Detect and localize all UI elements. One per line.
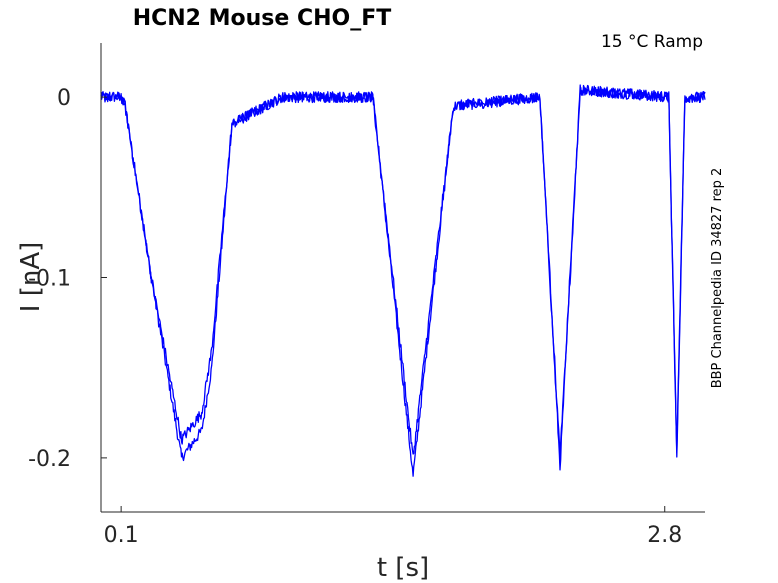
plot-area: 0.1 2.8 0 -0.1 -0.2 (28, 43, 706, 548)
x-tick-label: 2.8 (647, 523, 682, 548)
series-layer (100, 84, 706, 477)
x-axis-label: t [s] (377, 553, 429, 583)
y-axis-label: I [nA] (16, 242, 46, 312)
x-tick-label: 0.1 (104, 523, 139, 548)
condition-annotation: 15 °C Ramp (601, 32, 703, 52)
y-tick-label: -0.1 (28, 267, 71, 292)
y-tick-label: -0.2 (28, 447, 71, 472)
y-tick-label: 0 (57, 86, 71, 111)
x-ticks: 0.1 2.8 (104, 506, 682, 548)
chart-title: HCN2 Mouse CHO_FT (133, 6, 392, 31)
source-id-label: BBP Channelpedia ID 34827 rep 2 (710, 168, 725, 389)
y-ticks: 0 -0.1 -0.2 (28, 86, 107, 472)
current-trace-2 (100, 84, 706, 464)
